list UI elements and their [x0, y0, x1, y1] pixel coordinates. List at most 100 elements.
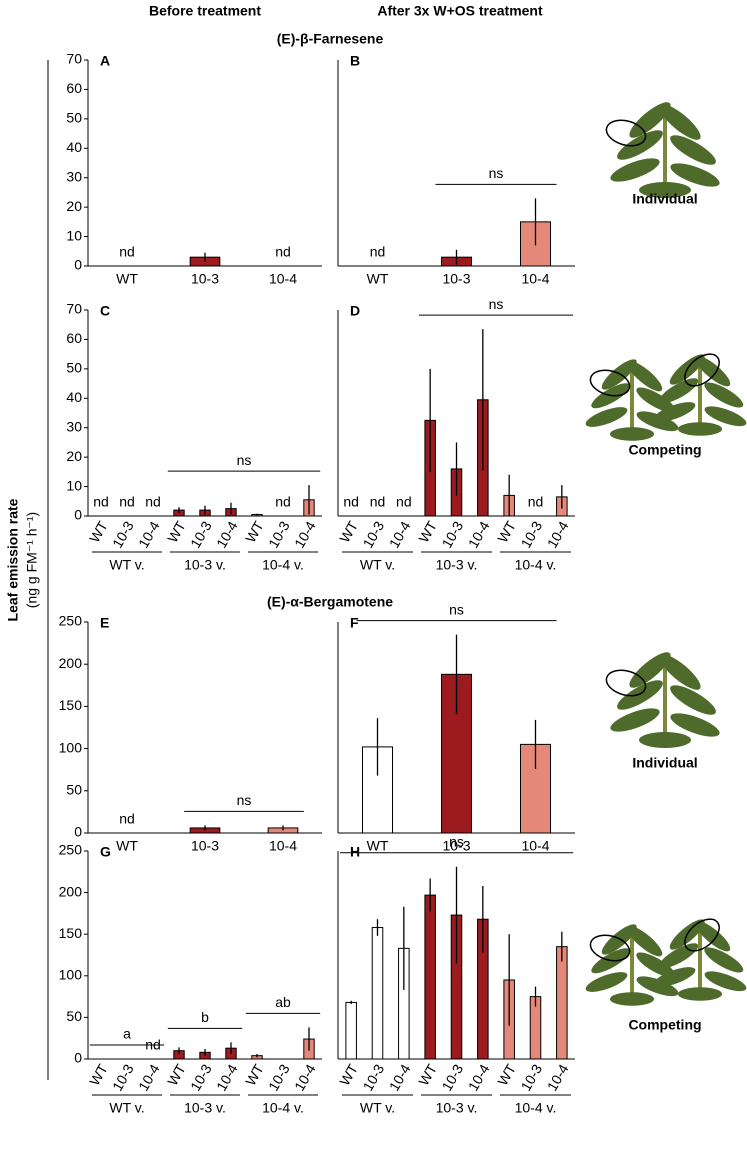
y-tick-label: 200 [59, 883, 83, 899]
note: nd [528, 494, 544, 510]
y-tick-label: 100 [59, 967, 83, 983]
bracket-label: ns [449, 601, 464, 617]
y-tick-label: 10 [66, 477, 82, 493]
leaf [670, 685, 716, 715]
x-tick-label: WT [367, 838, 389, 854]
note: nd [93, 494, 109, 510]
x-tick-label: WT [164, 518, 189, 545]
x-tick-label: 10-4 [521, 838, 549, 854]
x-tick-label: 10-4 [269, 271, 297, 287]
x-tick-label: 10-3 [265, 1061, 293, 1093]
x-tick-label: WT [415, 1061, 440, 1088]
leaf [627, 926, 663, 957]
y-tick-label: 0 [74, 257, 82, 273]
x-tick-label: WT [116, 838, 138, 854]
x-tick-label: WT [86, 1061, 111, 1088]
leaf [609, 992, 655, 1006]
leaf [585, 407, 628, 427]
y-tick-label: 20 [66, 448, 82, 464]
panel-label: E [100, 615, 109, 631]
leaf [653, 402, 696, 422]
illustration-label: Competing [628, 1017, 701, 1033]
x-tick-label: 10-3 [438, 1061, 466, 1093]
group-label: 10-3 v. [184, 557, 226, 573]
note: nd [119, 494, 135, 510]
section-title: (E)-α-Bergamotene [267, 594, 393, 610]
y-tick-label: 10 [66, 227, 82, 243]
bracket-label: ns [489, 296, 504, 312]
bar [556, 946, 568, 1060]
y-tick-label: 40 [66, 389, 82, 405]
bracket-label: ab [275, 994, 291, 1010]
x-tick-label: WT [242, 518, 267, 545]
panel-label: C [100, 303, 110, 319]
leaf [695, 356, 731, 387]
x-tick-label: 10-4 [291, 518, 319, 550]
note: nd [145, 494, 161, 510]
note: nd [119, 811, 135, 827]
y-tick-label: 150 [59, 697, 83, 713]
x-tick-label: 10-3 [191, 271, 219, 287]
leaf [639, 732, 691, 748]
x-tick-label: 10-4 [386, 1061, 414, 1093]
x-tick-label: 10-4 [269, 838, 297, 854]
leaf [585, 972, 628, 992]
x-tick-label: 10-4 [135, 1061, 163, 1093]
x-tick-label: 10-4 [291, 1061, 319, 1093]
x-tick-label: 10-4 [521, 271, 549, 287]
leaf [659, 104, 701, 140]
leaf [695, 921, 731, 952]
y-tick-label: 20 [66, 198, 82, 214]
x-tick-label: 10-3 [438, 518, 466, 550]
panel-label: A [100, 53, 110, 69]
note: nd [396, 494, 412, 510]
leaf [610, 708, 660, 732]
x-tick-label: 10-3 [265, 518, 293, 550]
x-tick-label: 10-3 [191, 838, 219, 854]
leaf [704, 382, 744, 408]
x-tick-label: WT [242, 1061, 267, 1088]
x-tick-label: WT [494, 518, 519, 545]
leaf [704, 971, 747, 992]
note: nd [275, 244, 291, 260]
note: nd [275, 494, 291, 510]
y-tick-label: 150 [59, 925, 83, 941]
leaf [609, 427, 655, 441]
illustration-label: Competing [628, 442, 701, 458]
leaf [629, 102, 671, 138]
note: nd [119, 244, 135, 260]
highlight [589, 934, 631, 962]
leaf [629, 652, 671, 688]
x-tick-label: 10-4 [135, 518, 163, 550]
x-tick-label: 10-4 [465, 518, 493, 550]
x-tick-label: WT [415, 518, 440, 545]
section-title: (E)-β-Farnesene [277, 31, 384, 47]
highlight [605, 669, 647, 697]
y-tick-label: 60 [66, 330, 82, 346]
leaf [617, 680, 663, 710]
x-tick-label: 10-3 [442, 838, 470, 854]
x-tick-label: 10-4 [544, 518, 572, 550]
bar [424, 894, 436, 1060]
leaf [704, 406, 747, 427]
leaf [617, 130, 663, 160]
illustration-label: Individual [632, 191, 697, 207]
group-label: 10-4 v. [515, 1100, 557, 1116]
highlight [605, 119, 647, 147]
y-tick-label: 40 [66, 139, 82, 155]
y-tick-label: 30 [66, 168, 82, 184]
bracket-label: ns [237, 452, 252, 468]
bracket-label: a [123, 1026, 131, 1042]
y-axis-label: Leaf emission rate [5, 498, 21, 621]
x-tick-label: 10-3 [109, 1061, 137, 1093]
leaf [677, 422, 723, 436]
group-label: 10-4 v. [262, 557, 304, 573]
group-label: WT v. [360, 557, 395, 573]
illustration-label: Individual [632, 755, 697, 771]
y-tick-label: 70 [66, 301, 82, 317]
leaf [610, 158, 660, 182]
x-tick-label: 10-4 [465, 1061, 493, 1093]
x-tick-label: 10-3 [517, 1061, 545, 1093]
highlight [684, 353, 720, 387]
x-tick-label: WT [336, 1061, 361, 1088]
